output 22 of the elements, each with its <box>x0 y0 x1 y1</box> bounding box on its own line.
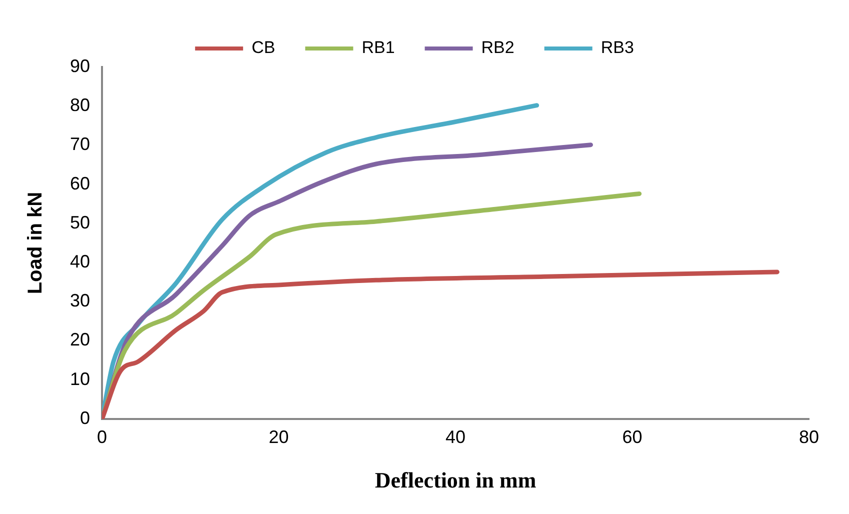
x-tick-label: 60 <box>622 426 642 447</box>
y-tick-label: 0 <box>80 408 90 428</box>
y-tick-label: 90 <box>70 56 90 76</box>
y-tick-label: 10 <box>70 368 90 389</box>
y-tick-label: 70 <box>70 134 90 154</box>
x-axis-title: Deflection in mm <box>374 467 536 492</box>
x-tick-label: 0 <box>97 426 108 447</box>
y-tick-label: 20 <box>70 330 90 350</box>
y-tick-label: 30 <box>70 290 90 311</box>
x-tick-label: 40 <box>445 426 466 447</box>
legend-label: RB2 <box>481 38 514 58</box>
y-tick-label: 40 <box>70 252 90 272</box>
legend-label: RB3 <box>600 38 634 58</box>
legend-label: CB <box>252 38 276 58</box>
legend-label: RB1 <box>362 38 395 58</box>
y-tick-label: 60 <box>70 173 90 194</box>
x-tick-label: 80 <box>798 426 820 447</box>
y-tick-label: 50 <box>70 212 90 232</box>
y-tick-label: 80 <box>70 95 90 116</box>
x-tick-label: 20 <box>268 426 289 447</box>
y-axis-title: Load in kN <box>24 192 47 294</box>
line-series <box>102 270 780 419</box>
